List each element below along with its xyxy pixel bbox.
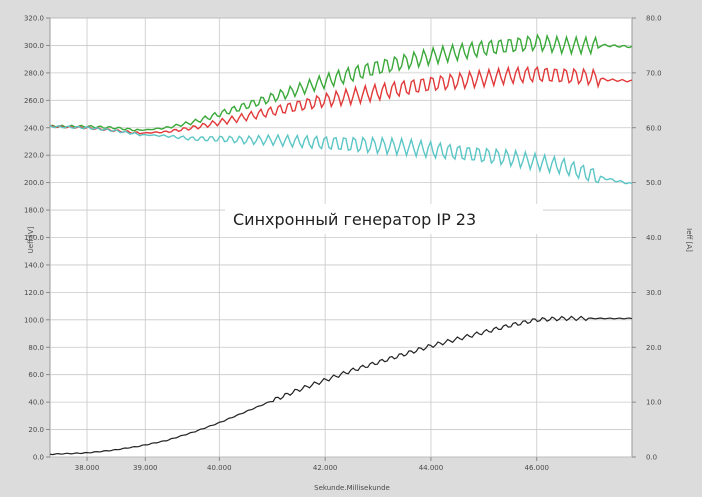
y-right-axis-title: Ieff [A] [685, 228, 693, 252]
y-left-tick-label: 60.0 [28, 371, 44, 379]
y-left-tick-label: 80.0 [28, 344, 44, 352]
y-left-tick-label: 220.0 [24, 152, 44, 160]
y-left-tick-label: 180.0 [24, 207, 44, 215]
y-right-tick-label: 30.0 [646, 289, 662, 297]
y-left-tick-label: 280.0 [24, 69, 44, 77]
y-right-tick-label: 50.0 [646, 179, 662, 187]
y-left-tick-label: 260.0 [24, 97, 44, 105]
y-right-tick-label: 0.0 [646, 454, 657, 462]
y-left-tick-label: 320.0 [24, 15, 44, 23]
chart-annotation: Синхронный генератор IP 23 [233, 210, 476, 229]
x-tick-label: 46.000 [525, 464, 550, 472]
x-tick-label: 42.000 [313, 464, 338, 472]
x-axis-title: Sekunde.Millisekunde [314, 484, 390, 492]
y-left-tick-label: 240.0 [24, 124, 44, 132]
x-tick-label: 44.000 [419, 464, 444, 472]
y-right-tick-label: 10.0 [646, 399, 662, 407]
y-left-tick-label: 140.0 [24, 261, 44, 269]
y-right-tick-label: 20.0 [646, 344, 662, 352]
y-left-tick-label: 0.0 [33, 454, 44, 462]
y-left-tick-label: 200.0 [24, 179, 44, 187]
y-right-tick-label: 40.0 [646, 234, 662, 242]
x-tick-label: 39.000 [133, 464, 158, 472]
y-left-tick-label: 100.0 [24, 316, 44, 324]
x-tick-label: 40.000 [207, 464, 232, 472]
y-left-tick-label: 20.0 [28, 426, 44, 434]
y-right-tick-label: 60.0 [646, 124, 662, 132]
y-left-tick-label: 40.0 [28, 399, 44, 407]
y-left-axis-title: Ueff [V] [27, 226, 35, 253]
y-left-tick-label: 120.0 [24, 289, 44, 297]
y-right-tick-label: 70.0 [646, 69, 662, 77]
y-left-tick-label: 300.0 [24, 42, 44, 50]
y-right-tick-label: 80.0 [646, 15, 662, 23]
x-tick-label: 38.000 [75, 464, 100, 472]
